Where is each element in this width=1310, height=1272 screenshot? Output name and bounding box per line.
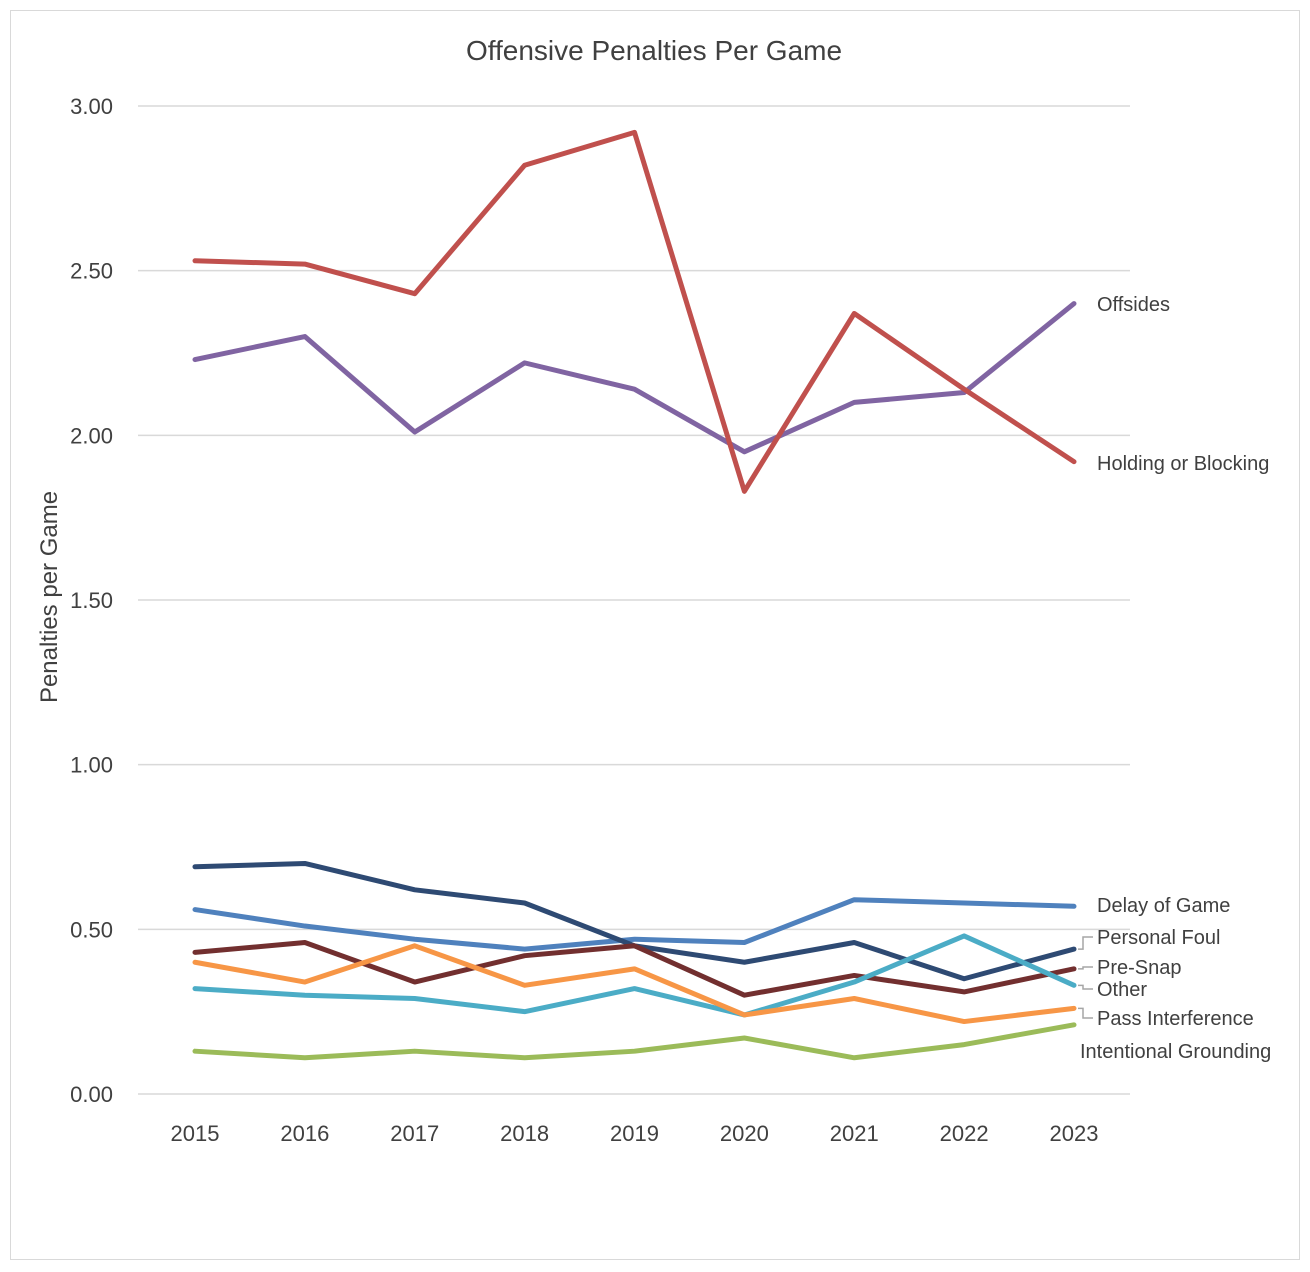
series-label: Personal Foul <box>1097 927 1220 949</box>
leader-line <box>1078 1007 1093 1019</box>
y-tick-label: 3.00 <box>70 94 113 119</box>
x-tick-label: 2020 <box>720 1121 769 1146</box>
leader-line <box>1078 966 1093 970</box>
x-tick-label: 2017 <box>390 1121 439 1146</box>
y-tick-label: 1.00 <box>70 753 113 778</box>
series-line-offsides <box>192 301 1077 455</box>
series-label: Pre-Snap <box>1097 957 1182 979</box>
chart-frame <box>10 10 1300 1260</box>
series-line-holding-or-blocking <box>192 129 1077 494</box>
series-lines <box>192 129 1077 1061</box>
x-tick-label: 2015 <box>171 1121 220 1146</box>
y-tick-label: 1.50 <box>70 588 113 613</box>
x-tick-label: 2023 <box>1050 1121 1099 1146</box>
series-line-intentional-grounding <box>192 1022 1077 1061</box>
x-tick-label: 2016 <box>280 1121 329 1146</box>
series-label: Offsides <box>1097 294 1170 316</box>
x-tick-label: 2022 <box>940 1121 989 1146</box>
y-tick-label: 0.00 <box>70 1082 113 1107</box>
series-line-delay-of-game <box>192 897 1077 952</box>
series-line-pass-interference <box>192 943 1077 1025</box>
x-tick-labels: 2015 2016 2017 2018 2019 2020 2021 2022 2023 <box>171 1121 1099 1146</box>
y-axis-label: Penalties per Game <box>36 491 63 703</box>
gridlines <box>138 105 1130 1095</box>
x-tick-label: 2021 <box>830 1121 879 1146</box>
series-label: Pass Interference <box>1097 1008 1254 1030</box>
series-line-personal-foul <box>192 860 1077 982</box>
series-label: Intentional Grounding <box>1080 1041 1271 1063</box>
leader-line <box>1078 984 1093 990</box>
leader-line <box>1078 936 1093 950</box>
series-line-other <box>192 933 1077 1018</box>
y-tick-label: 2.50 <box>70 259 113 284</box>
series-label: Delay of Game <box>1097 895 1230 917</box>
series-label: Other <box>1097 979 1147 1001</box>
series-labels: Offsides Holding or Blocking Delay of Game… <box>1078 294 1271 1063</box>
x-tick-label: 2018 <box>500 1121 549 1146</box>
y-tick-labels: 0.00 0.50 1.00 1.50 2.00 2.50 3.00 <box>70 94 113 1107</box>
x-tick-label: 2019 <box>610 1121 659 1146</box>
series-label: Holding or Blocking <box>1097 453 1269 475</box>
y-tick-label: 0.50 <box>70 917 113 942</box>
series-line-pre-snap <box>192 940 1077 998</box>
chart-title: Offensive Penalties Per Game <box>466 35 842 66</box>
y-tick-label: 2.00 <box>70 423 113 448</box>
